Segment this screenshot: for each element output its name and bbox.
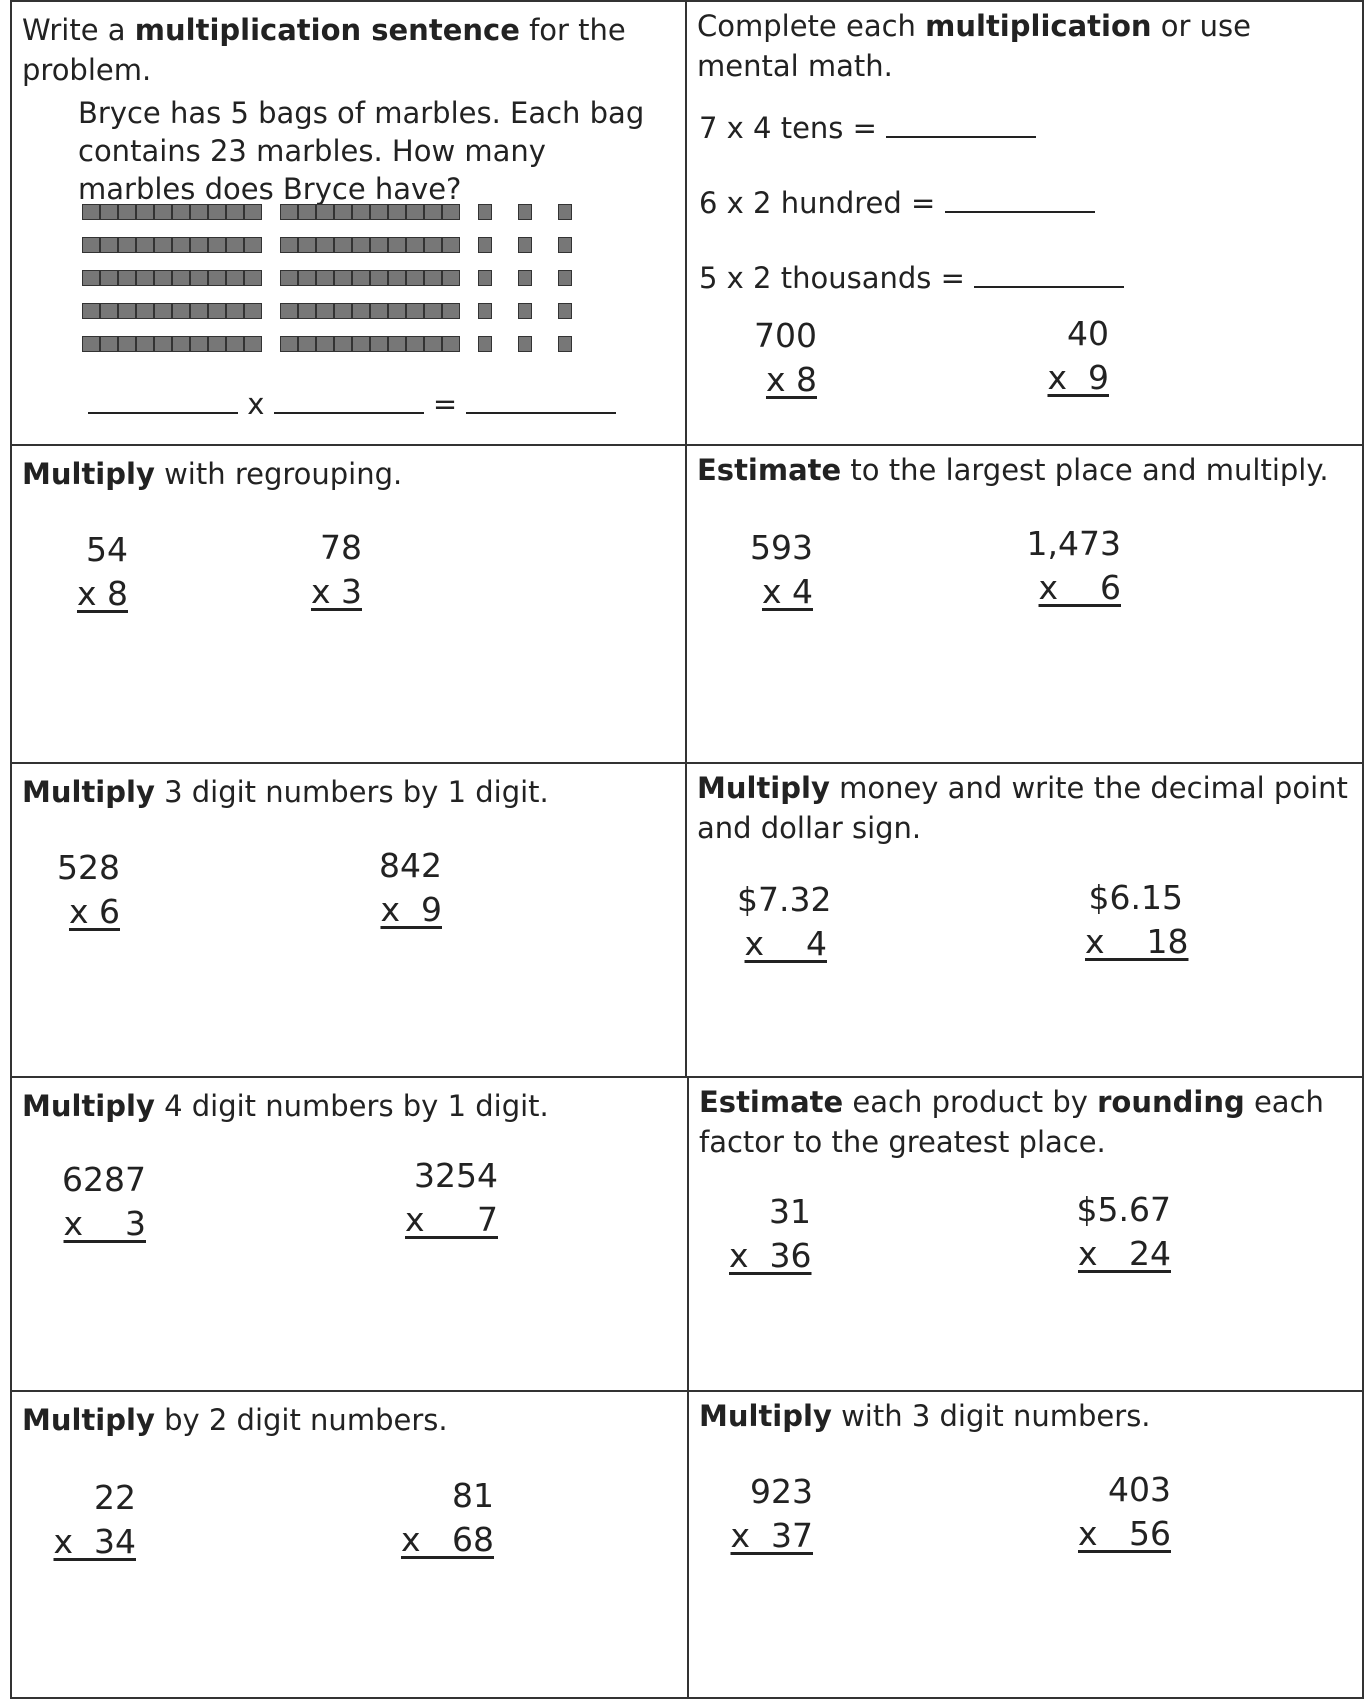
problem: 40 x 9 bbox=[1047, 314, 1109, 397]
mental-math-item: 7 x 4 tens = bbox=[699, 110, 1037, 145]
problem: 593 x 4 bbox=[750, 528, 813, 611]
problem: 700 x 8 bbox=[754, 316, 817, 399]
answer-blank[interactable] bbox=[974, 260, 1125, 288]
problem: $7.32 x 4 bbox=[737, 880, 832, 963]
problem: 31 x 36 bbox=[729, 1192, 812, 1275]
problem: 6287 x 3 bbox=[62, 1160, 146, 1243]
instruction: Estimate to the largest place and multip… bbox=[697, 453, 1329, 487]
section-regrouping: Multiply with regrouping. 54 x 8 78 x 3 bbox=[10, 444, 687, 764]
section-estimate: Estimate to the largest place and multip… bbox=[685, 444, 1364, 764]
problem: $5.67 x 24 bbox=[1076, 1190, 1171, 1273]
instruction: Write a multiplication sentence for the … bbox=[22, 13, 626, 87]
answer-blank[interactable] bbox=[88, 386, 238, 414]
section-two-digit: Multiply by 2 digit numbers. 22 x 34 81 x … bbox=[10, 1390, 689, 1699]
answer-blank[interactable] bbox=[944, 185, 1095, 213]
section-mental-math: Complete each multiplication or use ment… bbox=[685, 0, 1364, 446]
problem: 54 x 8 bbox=[76, 530, 128, 613]
section-three-digit: Multiply 3 digit numbers by 1 digit. 528… bbox=[10, 762, 687, 1078]
problem: 842 x 9 bbox=[379, 846, 442, 929]
instruction: Complete each multiplication or use ment… bbox=[697, 9, 1251, 83]
word-problem: Bryce has 5 bags of marbles. Each bag co… bbox=[78, 96, 645, 206]
problem: 81 x 68 bbox=[401, 1476, 494, 1559]
instruction: Multiply with regrouping. bbox=[22, 457, 403, 491]
problem: 22 x 34 bbox=[53, 1478, 137, 1561]
mental-math-item: 5 x 2 thousands = bbox=[699, 260, 1125, 295]
problem: 3254 x 7 bbox=[405, 1156, 498, 1239]
instruction: Multiply 3 digit numbers by 1 digit. bbox=[22, 775, 549, 809]
base-ten-blocks bbox=[82, 202, 598, 367]
problem: 923 x 37 bbox=[730, 1472, 814, 1555]
section-multiplication-sentence: Write a multiplication sentence for the … bbox=[10, 0, 687, 446]
problem: 528 x 6 bbox=[57, 848, 120, 931]
problem: $6.15 x 18 bbox=[1085, 878, 1189, 961]
problem: 403 x 56 bbox=[1078, 1470, 1171, 1553]
problem: 1,473 x 6 bbox=[1026, 524, 1121, 607]
answer-blank[interactable] bbox=[273, 386, 424, 414]
mental-math-item: 6 x 2 hundred = bbox=[699, 185, 1095, 220]
instruction: Multiply by 2 digit numbers. bbox=[22, 1403, 448, 1437]
answer-blank[interactable] bbox=[466, 386, 617, 414]
instruction: Multiply 4 digit numbers by 1 digit. bbox=[22, 1089, 549, 1123]
instruction: Estimate each product by rounding each f… bbox=[699, 1085, 1324, 1159]
problem: 78 x 3 bbox=[310, 528, 362, 611]
section-money: Multiply money and write the decimal poi… bbox=[685, 762, 1364, 1078]
sentence-blanks: x = bbox=[88, 386, 617, 421]
instruction: Multiply with 3 digit numbers. bbox=[699, 1399, 1151, 1433]
section-three-by-two: Multiply with 3 digit numbers. 923 x 37 4… bbox=[687, 1390, 1364, 1699]
section-rounding: Estimate each product by rounding each f… bbox=[687, 1076, 1364, 1392]
answer-blank[interactable] bbox=[886, 110, 1037, 138]
section-four-digit: Multiply 4 digit numbers by 1 digit. 628… bbox=[10, 1076, 689, 1392]
worksheet: Write a multiplication sentence for the … bbox=[10, 0, 1364, 1699]
instruction: Multiply money and write the decimal poi… bbox=[697, 771, 1348, 845]
